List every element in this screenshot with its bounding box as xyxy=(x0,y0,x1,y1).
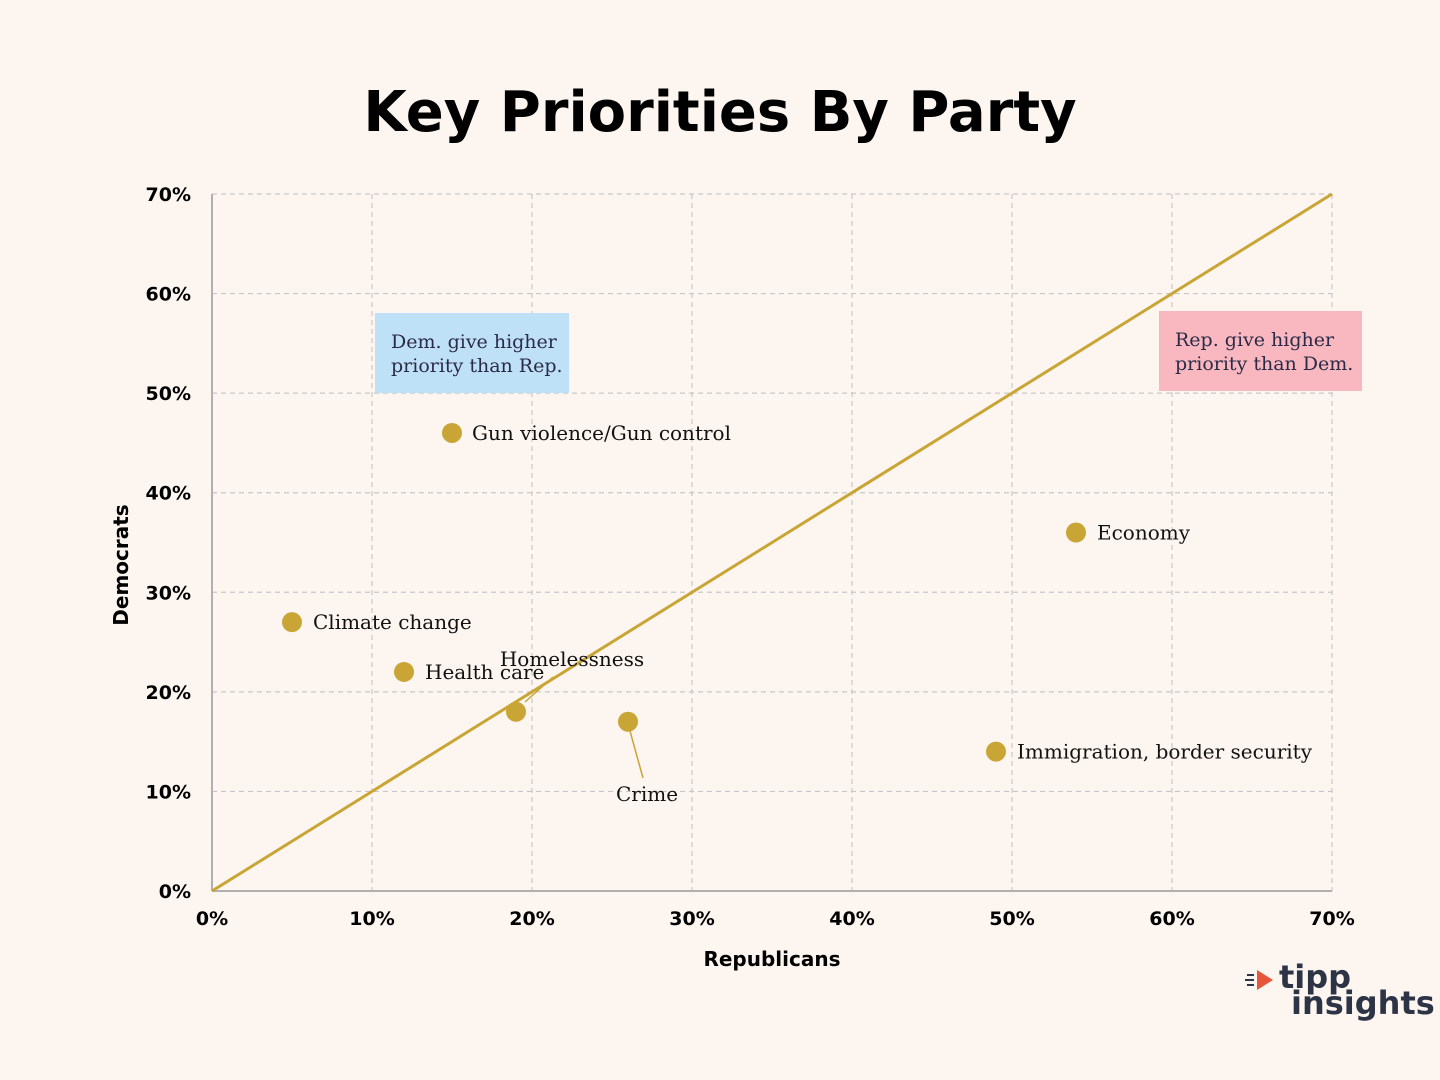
annotation-dem-higher-text: priority than Rep. xyxy=(391,355,563,377)
data-point xyxy=(282,612,302,633)
x-tick-label: 50% xyxy=(989,908,1034,930)
annotation-dem-higher-text: Dem. give higher xyxy=(391,331,558,353)
x-tick-label: 20% xyxy=(509,908,554,930)
y-tick-label: 30% xyxy=(146,582,191,604)
reference-line xyxy=(211,192,1333,893)
data-point-label: Health care xyxy=(425,660,544,684)
data-point xyxy=(442,422,462,443)
annotation-rep-higher-text: priority than Dem. xyxy=(1175,353,1353,375)
y-tick-label: 70% xyxy=(146,184,191,206)
data-point-label: Economy xyxy=(1097,521,1191,545)
data-point xyxy=(506,701,526,722)
x-tick-label: 0% xyxy=(196,908,228,930)
data-point xyxy=(618,711,638,732)
data-point xyxy=(1066,522,1086,543)
y-tick-label: 50% xyxy=(146,383,191,405)
logo-arrow-icon xyxy=(1245,970,1273,990)
annotation-rep-higher-box xyxy=(1159,311,1362,391)
data-point xyxy=(986,741,1006,762)
logo-text-tipp: tipp xyxy=(1279,958,1352,996)
annotation-rep-higher-text: Rep. give higher xyxy=(1175,329,1335,351)
annotation-dem-higher-box xyxy=(375,313,569,393)
chart-title: Key Priorities By Party xyxy=(363,80,1077,145)
y-tick-label: 10% xyxy=(146,781,191,803)
x-tick-label: 70% xyxy=(1309,908,1354,930)
tipp-insights-logo: tipp insights xyxy=(1245,958,1435,1026)
x-axis-title: Republicans xyxy=(703,947,840,971)
data-point-label: Homelessness xyxy=(500,647,644,671)
y-tick-label: 0% xyxy=(159,881,191,903)
x-tick-label: 60% xyxy=(1149,908,1194,930)
data-point xyxy=(394,661,414,682)
data-point-label: Crime xyxy=(616,782,678,806)
data-point-label: Gun violence/Gun control xyxy=(472,421,731,445)
x-tick-label: 10% xyxy=(349,908,394,930)
data-point-label: Immigration, border security xyxy=(1017,740,1313,764)
logo-text-insights: insights xyxy=(1291,984,1435,1022)
y-tick-label: 60% xyxy=(146,284,191,306)
y-axis-title: Democrats xyxy=(109,504,133,625)
y-tick-label: 40% xyxy=(146,483,191,505)
x-tick-label: 30% xyxy=(669,908,714,930)
y-tick-label: 20% xyxy=(146,682,191,704)
leader-line xyxy=(524,676,554,703)
leader-line xyxy=(629,730,644,779)
x-tick-label: 40% xyxy=(829,908,874,930)
data-point-label: Climate change xyxy=(313,610,472,634)
